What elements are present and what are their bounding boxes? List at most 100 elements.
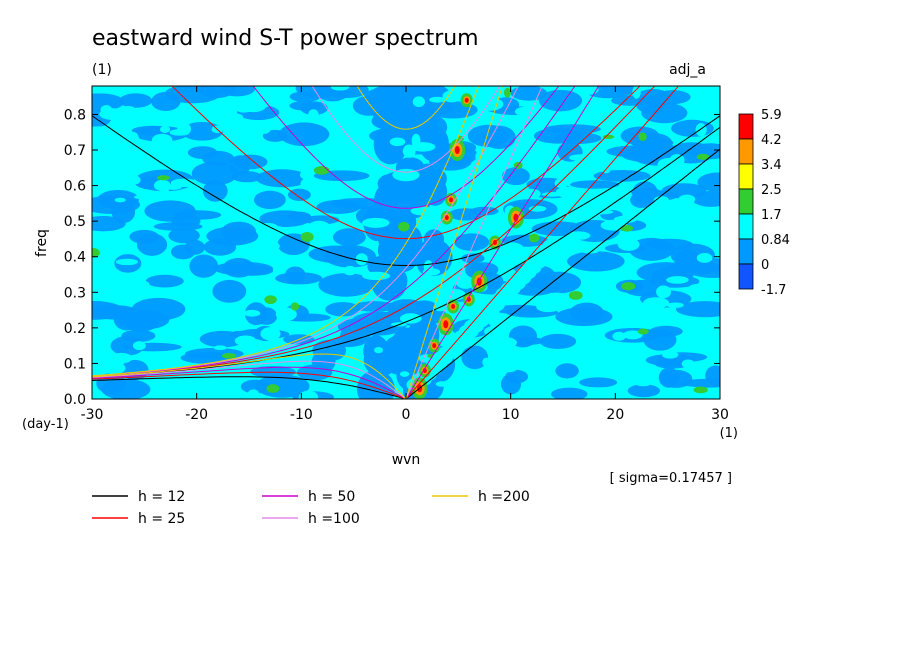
contour-patch xyxy=(487,149,499,162)
contour-patch xyxy=(454,233,490,251)
contour-patch xyxy=(581,248,599,254)
dispersion-curve xyxy=(311,86,501,173)
contour-patch xyxy=(144,200,196,222)
contour-patch xyxy=(456,276,476,289)
contour-patch xyxy=(102,362,126,375)
contour-patch xyxy=(692,190,720,207)
contour-patch xyxy=(399,313,422,324)
y-axis-unit: (day-1) xyxy=(22,417,69,432)
contour-patch xyxy=(705,365,720,386)
contour-patch xyxy=(92,300,124,320)
contour-patch xyxy=(308,109,319,121)
contour-patch xyxy=(318,273,374,297)
contour-patch xyxy=(151,91,181,111)
contour-patch xyxy=(494,367,516,373)
contour-patch xyxy=(678,194,696,205)
peak-core xyxy=(476,277,482,286)
x-axis-label: wvn xyxy=(392,452,421,468)
contour-patch xyxy=(256,241,280,252)
contour-patch xyxy=(92,93,125,111)
contour-patch xyxy=(187,146,218,159)
dispersion-curve xyxy=(92,360,407,399)
contour-patch xyxy=(260,327,281,341)
dispersion-curve xyxy=(92,86,480,377)
contour-patch xyxy=(635,380,651,387)
contour-patch xyxy=(181,121,224,141)
contour-patch xyxy=(535,376,562,386)
contour-patch xyxy=(398,221,410,232)
contour-patch xyxy=(250,95,273,108)
contour-patch xyxy=(501,167,530,186)
contour-patch xyxy=(475,386,491,393)
x-tick-label: -20 xyxy=(185,407,208,423)
contour-patch xyxy=(129,86,144,92)
contour-patch xyxy=(528,233,540,243)
contour-patch xyxy=(189,254,219,278)
dispersion-curve xyxy=(356,86,456,130)
contour-patch xyxy=(300,231,314,242)
dispersion-curves xyxy=(92,86,720,399)
contour-patch xyxy=(568,291,583,300)
dispersion-curve xyxy=(92,353,407,399)
peak-core xyxy=(464,97,469,103)
contour-patch xyxy=(419,209,442,217)
contour-patch xyxy=(536,301,561,313)
dispersion-curve xyxy=(92,115,720,267)
contour-patch xyxy=(374,346,383,354)
colorbar-level-label: 1.7 xyxy=(761,208,782,223)
legend-label: h =200 xyxy=(478,489,530,505)
contour-patch xyxy=(627,384,661,398)
contour-patch xyxy=(355,253,368,266)
contour-patch xyxy=(638,132,647,141)
dispersion-curve xyxy=(405,86,503,399)
contour-patch xyxy=(602,134,615,140)
contour-patch xyxy=(412,96,425,108)
contour-patch xyxy=(121,329,156,342)
contour-patch xyxy=(266,384,280,393)
y-tick-label: 0.7 xyxy=(64,143,86,159)
contour-patch xyxy=(212,279,247,303)
contour-patch xyxy=(606,354,623,367)
y-tick-label: 0.1 xyxy=(64,356,86,372)
peak-core xyxy=(513,213,519,222)
contour-patch xyxy=(435,381,450,387)
contour-patch xyxy=(491,336,518,349)
chart-subtitle: (1) xyxy=(92,62,112,78)
contour-patch xyxy=(92,177,102,191)
contour-patch xyxy=(653,196,669,204)
contour-patch xyxy=(539,333,577,349)
contour-patch xyxy=(666,302,684,308)
contour-patch xyxy=(621,282,636,291)
contour-patch xyxy=(554,178,569,189)
colorbar-level-label: 0.84 xyxy=(761,233,790,248)
contour-patch xyxy=(632,86,641,99)
contour-patch xyxy=(121,105,136,113)
contour-patch xyxy=(570,180,620,189)
contour-patch xyxy=(696,253,713,263)
contour-patch xyxy=(695,123,707,137)
y-axis-ticks: 0.0 0.1 0.2 0.3 0.4 0.5 0.6 0.7 0.8 xyxy=(64,107,720,408)
contour-patch xyxy=(275,272,323,285)
contour-patch xyxy=(399,371,410,377)
contour-patch xyxy=(230,323,249,331)
contour-patch xyxy=(569,302,604,322)
contour-patch xyxy=(218,86,256,97)
contour-patch xyxy=(136,233,168,256)
colorbar-swatch xyxy=(738,238,754,265)
peak-core xyxy=(432,343,437,349)
contour-patch xyxy=(611,385,620,397)
contour-patch xyxy=(541,192,564,197)
contour-patch xyxy=(429,96,446,103)
dispersion-curve xyxy=(252,86,560,209)
contour-patch xyxy=(129,175,141,185)
contour-patch xyxy=(566,231,591,240)
contour-patch xyxy=(591,209,614,215)
contour-patch xyxy=(503,87,511,98)
contour-patch xyxy=(131,297,186,321)
contour-patch xyxy=(316,199,361,214)
x-tick-label: 10 xyxy=(502,407,520,423)
contour-patch xyxy=(199,330,246,348)
contour-patch xyxy=(362,217,390,228)
contour-patch xyxy=(302,215,340,225)
y-tick-label: 0.3 xyxy=(64,285,86,301)
